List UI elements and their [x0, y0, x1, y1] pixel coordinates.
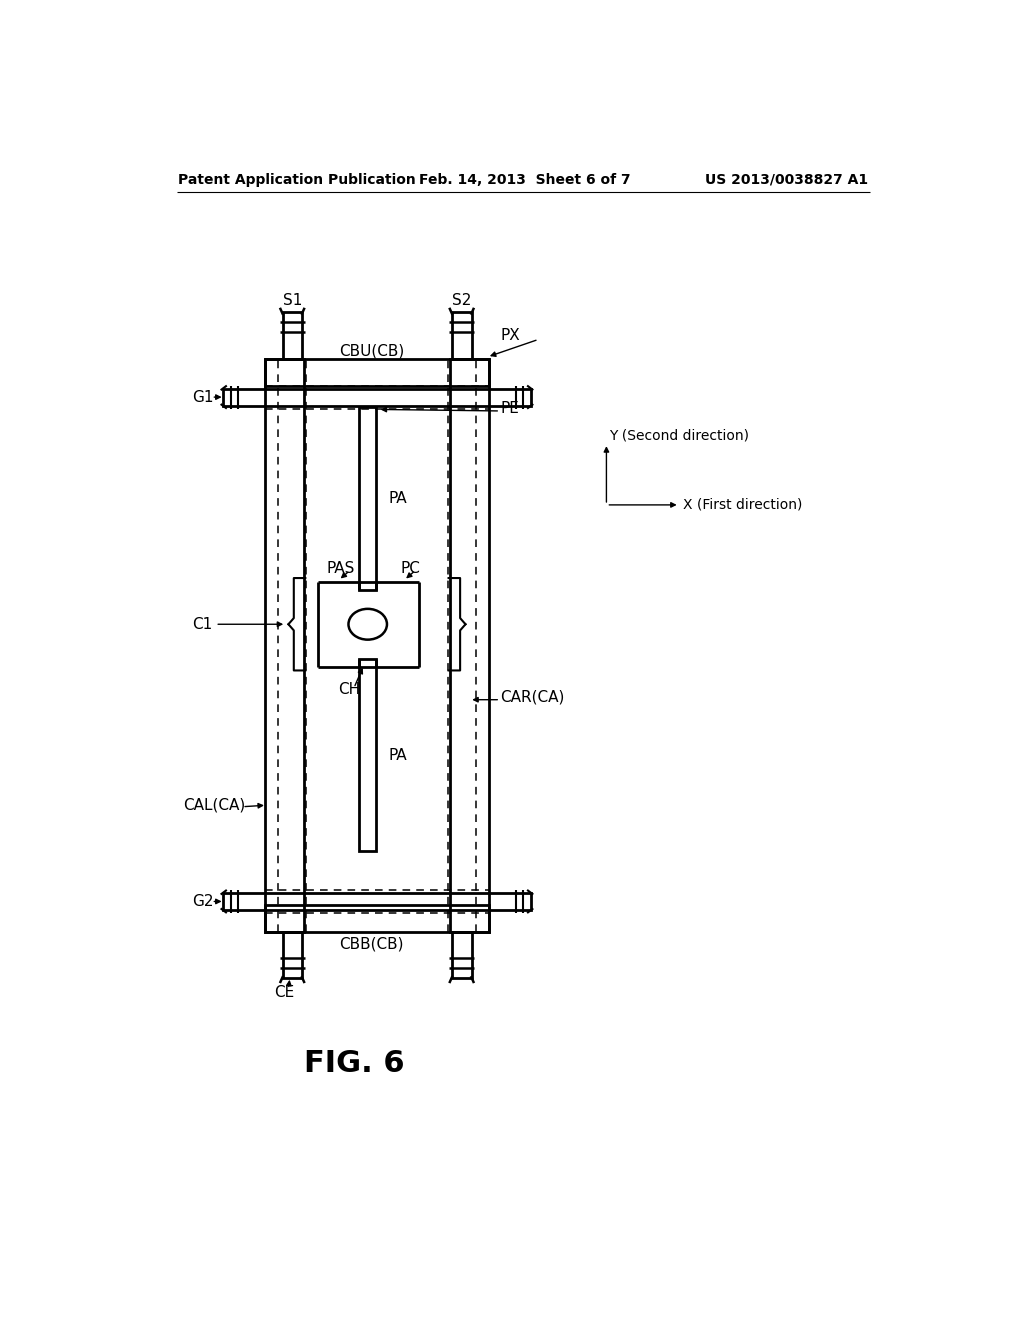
Text: PX: PX [500, 327, 520, 343]
Bar [451, 359, 488, 932]
Text: S1: S1 [283, 293, 302, 309]
Bar [453, 932, 472, 978]
Text: FIG. 6: FIG. 6 [303, 1048, 404, 1077]
Text: G1: G1 [193, 389, 214, 405]
Text: G2: G2 [193, 894, 214, 909]
Text: Y (Second direction): Y (Second direction) [609, 429, 750, 442]
Bar [283, 313, 302, 359]
Text: CBB(CB): CBB(CB) [339, 936, 403, 952]
Bar [283, 932, 302, 978]
Bar [265, 359, 304, 932]
Text: Patent Application Publication: Patent Application Publication [178, 173, 416, 187]
Text: C1: C1 [193, 616, 212, 632]
Bar [223, 388, 531, 405]
Bar [359, 659, 376, 851]
Text: PE: PE [500, 401, 519, 416]
Text: PA: PA [388, 747, 408, 763]
Text: X (First direction): X (First direction) [683, 498, 803, 511]
Text: CH: CH [339, 682, 360, 697]
Bar [265, 906, 488, 932]
Text: S2: S2 [452, 293, 471, 309]
Text: PAS: PAS [327, 561, 355, 576]
Text: CAL(CA): CAL(CA) [183, 797, 245, 813]
Bar [453, 313, 472, 359]
Ellipse shape [348, 609, 387, 640]
Text: US 2013/0038827 A1: US 2013/0038827 A1 [706, 173, 868, 187]
Text: CE: CE [274, 985, 295, 999]
Text: PC: PC [400, 561, 420, 576]
Text: CAR(CA): CAR(CA) [500, 690, 564, 705]
Text: Feb. 14, 2013  Sheet 6 of 7: Feb. 14, 2013 Sheet 6 of 7 [419, 173, 631, 187]
Bar [223, 892, 531, 909]
Text: PA: PA [388, 491, 408, 507]
Bar [359, 407, 376, 590]
Text: CBU(CB): CBU(CB) [339, 343, 404, 359]
Bar [265, 359, 488, 385]
